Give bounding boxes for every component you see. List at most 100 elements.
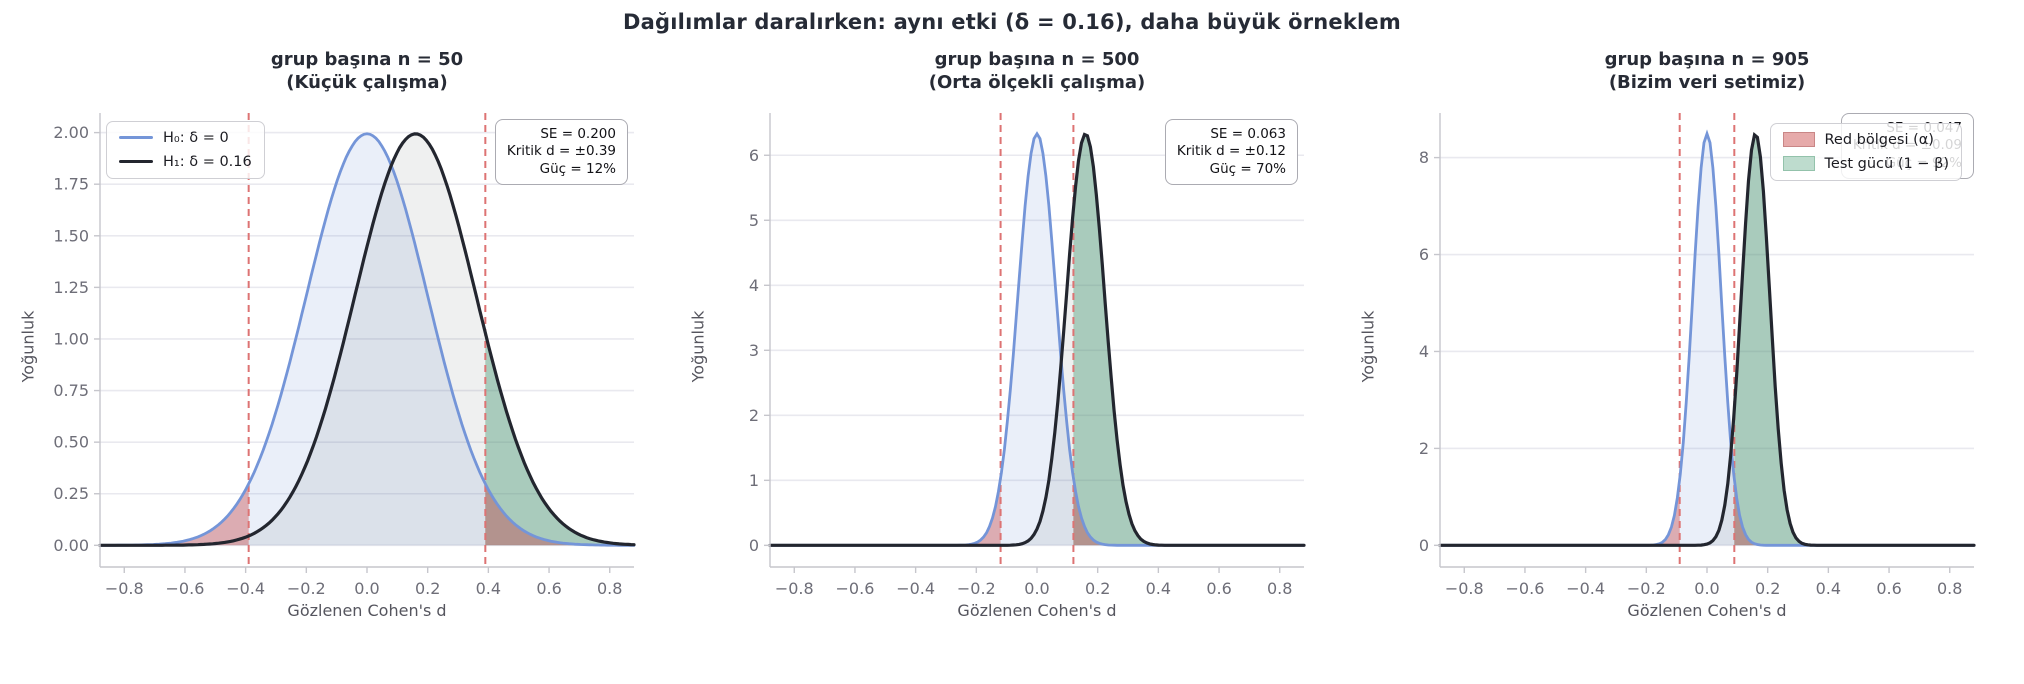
x-tick-label: −0.6 [836,579,875,598]
x-tick-label: −0.8 [105,579,144,598]
subplot-title-line1: grup başına n = 905 [1604,49,1810,70]
legend-label-power: Test gücü (1 − β) [1824,155,1950,172]
subplot-n905: grup başına n = 905 (Bizim veri setimiz)… [1354,48,2010,620]
y-tick-label: 0.25 [53,484,89,503]
x-tick-label: −0.4 [1566,579,1605,598]
rejection-region-left-fill [1440,479,1680,546]
subplot-title-line2: (Küçük çalışma) [286,72,448,94]
plot-area-n50: −0.8 −0.6 −0.4 −0.2 0.0 0.2 0.4 0.6 0.8 0.00 0.25 0… [53,112,636,598]
annotation-critical-d: Kritik d = ±0.12 [1176,143,1286,160]
y-tick-label: 2.00 [53,123,89,142]
y-tick-label: 1.25 [53,278,89,297]
legend-item-h0: H₀: δ = 0 [119,130,252,146]
y-tick-label: 1 [749,471,759,490]
y-tick-label: 6 [749,146,759,165]
annotation-power: Güç = 70% [1209,160,1286,177]
h0-area-fill [100,133,634,546]
h1-curve [98,132,636,547]
x-tick-label: −0.4 [896,579,935,598]
subplot-title-n50: grup başına n = 50 (Küçük çalışma) [100,48,634,95]
y-tick-label: 3 [749,341,759,360]
x-tick-label: −0.2 [957,579,996,598]
legend-item-h1: H₁: δ = 0.16 [119,154,252,170]
annotation-critical-d: Kritik d = ±0.39 [506,143,616,160]
x-axis-label: Gözlenen Cohen's d [1627,600,1787,620]
subplot-row: grup başına n = 50 (Küçük çalışma) Yoğun… [0,48,2024,620]
x-axis-label: Gözlenen Cohen's d [957,600,1117,620]
subplot-n50: grup başına n = 50 (Küçük çalışma) Yoğun… [14,48,670,620]
x-tick-label: 0.6 [1206,579,1231,598]
power-region-swatch [1782,156,1815,172]
rejection-region-swatch [1782,132,1815,148]
y-tick-label: 8 [1419,148,1429,167]
x-tick-label: 0.4 [1816,579,1841,598]
power-region-fill [1073,133,1304,546]
y-axis-label: Yoğunluk [1358,310,1378,383]
plot-area-n905: −0.8 −0.6 −0.4 −0.2 0.0 0.2 0.4 0.6 0.8 0 2 4 6 8 [1419,112,1976,598]
legend-item-power: Test gücü (1 − β) [1782,155,1950,172]
rejection-region-left-fill [770,478,1001,546]
x-tick-label: −0.2 [287,579,326,598]
h0-line-swatch [119,136,153,140]
subplot-title-line1: grup başına n = 500 [934,49,1140,70]
x-tick-label: 0.2 [1755,579,1780,598]
h1-area-fill [100,133,634,546]
x-tick-label: −0.4 [226,579,265,598]
h1-line-swatch [119,160,153,164]
y-tick-label: 2 [1419,439,1429,458]
x-tick-label: 0.8 [597,579,622,598]
subplot-title-n500: grup başına n = 500 (Orta ölçekli çalışm… [770,48,1304,95]
legend-regions: Red bölgesi (α) Test gücü (1 − β) [1769,122,1962,181]
legend-label-h0: H₀: δ = 0 [163,129,229,146]
x-tick-label: 0.0 [1024,579,1049,598]
x-tick-label: −0.2 [1627,579,1666,598]
x-tick-label: 0.6 [536,579,561,598]
x-tick-label: 0.0 [354,579,379,598]
y-axis-label: Yoğunluk [18,310,38,383]
y-tick-label: 4 [1419,342,1429,361]
legend-item-rejection: Red bölgesi (α) [1782,131,1950,148]
x-tick-label: −0.6 [1506,579,1545,598]
x-tick-label: −0.8 [775,579,814,598]
h0-area-fill [1440,133,1974,546]
y-tick-label: 5 [749,211,759,230]
x-axis-label: Gözlenen Cohen's d [287,600,447,620]
y-tick-label: 0 [1419,536,1429,555]
y-tick-label: 2 [749,406,759,425]
x-tick-label: 0.0 [1694,579,1719,598]
legend-hypotheses: H₀: δ = 0 H₁: δ = 0.16 [106,120,265,179]
x-tick-label: 0.2 [415,579,440,598]
x-tick-label: 0.2 [1085,579,1110,598]
y-tick-label: 1.75 [53,174,89,193]
x-tick-label: 0.4 [476,579,501,598]
legend-label-h1: H₁: δ = 0.16 [163,153,252,170]
figure-title: Dağılımlar daralırken: aynı etki (δ = 0.… [623,10,1401,34]
annotation-power: Güç = 12% [539,160,616,177]
x-tick-label: −0.6 [166,579,205,598]
y-tick-label: 6 [1419,245,1429,264]
x-tick-label: 0.4 [1146,579,1171,598]
plot-area-n500: −0.8 −0.6 −0.4 −0.2 0.0 0.2 0.4 0.6 0.8 0 1 2 3 4 5 6 [749,112,1306,598]
h1-curve [1438,131,1976,547]
annotation-se: SE = 0.063 [1210,125,1286,142]
x-tick-label: 0.8 [1267,579,1292,598]
y-tick-label: 0.50 [53,432,89,451]
legend-label-rejection: Red bölgesi (α) [1824,131,1934,148]
stats-annotation-n50: SE = 0.200 Kritik d = ±0.39 Güç = 12% [494,118,628,186]
x-tick-label: 0.6 [1876,579,1901,598]
power-region-fill [485,332,634,546]
subplot-title-line2: (Bizim veri setimiz) [1608,72,1806,94]
h0-curve [98,132,636,547]
annotation-se: SE = 0.200 [540,125,616,142]
h0-area-fill [770,133,1304,546]
y-axis-label: Yoğunluk [688,310,708,383]
y-tick-label: 0.00 [53,536,89,555]
y-tick-label: 1.50 [53,226,89,245]
subplot-title-line2: (Orta ölçekli çalışma) [928,72,1146,94]
y-tick-label: 0 [749,536,759,555]
y-tick-label: 0.75 [53,381,89,400]
power-region-fill [1734,133,1974,546]
stats-annotation-n500: SE = 0.063 Kritik d = ±0.12 Güç = 70% [1164,118,1298,186]
y-tick-label: 4 [749,276,759,295]
